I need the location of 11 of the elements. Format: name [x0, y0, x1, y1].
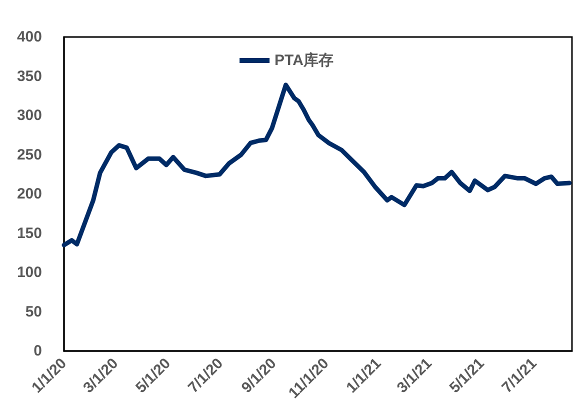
legend-label: PTA库存	[274, 51, 334, 69]
y-tick-label: 350	[16, 68, 42, 85]
y-tick-label: 200	[16, 186, 42, 202]
y-tick-label: 50	[25, 303, 42, 320]
y-tick-label: 400	[16, 28, 42, 46]
y-tick-label: 300	[16, 107, 42, 124]
y-tick-label: 0	[34, 342, 42, 360]
y-tick-label: 100	[16, 264, 42, 281]
line-series	[62, 82, 572, 248]
y-tick-label: 150	[16, 224, 42, 242]
y-tick-label: 250	[16, 146, 42, 164]
